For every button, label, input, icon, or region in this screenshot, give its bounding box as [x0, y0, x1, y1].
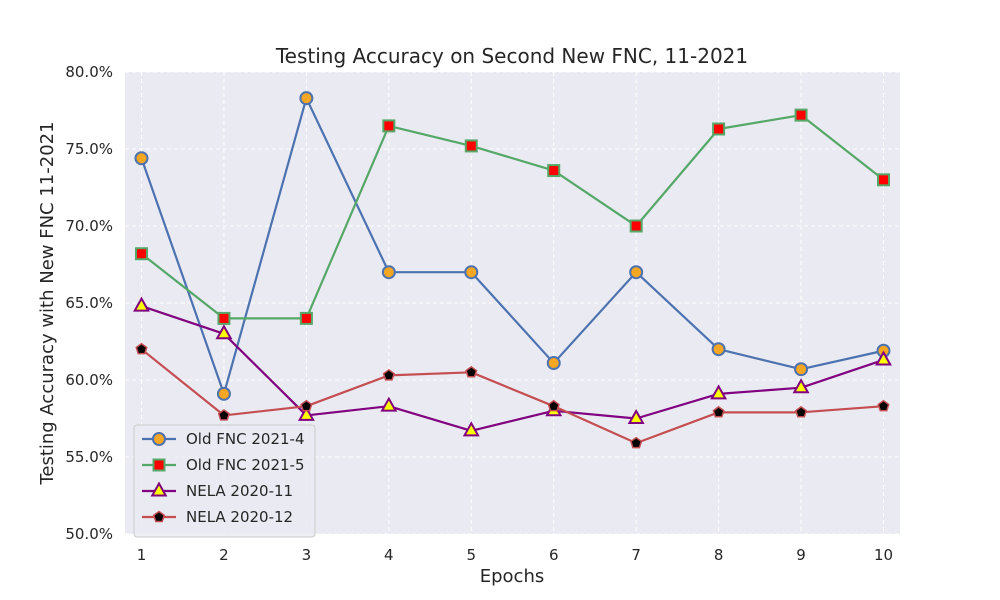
y-tick-label: 65.0%	[65, 294, 113, 312]
data-point	[877, 399, 890, 412]
x-tick-label: 9	[796, 546, 806, 564]
y-tick-label: 75.0%	[65, 140, 113, 158]
data-point	[133, 296, 150, 312]
x-tick-labels: 1 2 3 4 5 6 7 8 9 10	[137, 546, 893, 564]
legend-item: NELA 2020-12	[142, 508, 293, 526]
x-tick-label: 5	[467, 546, 477, 564]
data-point	[134, 247, 148, 261]
legend-marker	[152, 510, 166, 523]
legend-marker	[152, 432, 166, 446]
legend-label: NELA 2020-11	[186, 482, 293, 500]
data-point	[547, 399, 560, 412]
legend-marker	[152, 458, 166, 472]
y-axis-label: Testing Accuracy with New FNC 11-2021	[37, 121, 58, 485]
y-tick-label: 50.0%	[65, 525, 113, 543]
data-point	[135, 342, 148, 355]
legend-box	[133, 424, 316, 538]
data-point	[215, 324, 233, 340]
data-point	[546, 356, 561, 371]
x-tick-label: 3	[302, 546, 312, 564]
legend-item: NELA 2020-11	[142, 481, 293, 500]
series-line	[141, 305, 884, 432]
data-point	[792, 378, 810, 394]
data-point	[465, 365, 478, 378]
x-tick-label: 6	[549, 546, 559, 564]
x-tick-label: 7	[631, 546, 641, 564]
series-line	[140, 348, 884, 445]
x-axis-label: Epochs	[480, 566, 545, 587]
data-point	[794, 405, 808, 418]
data-point	[712, 122, 726, 136]
y-tick-labels: 50.0% 55.0% 60.0% 65.0% 70.0% 75.0% 80.0%	[65, 63, 113, 543]
data-point	[877, 173, 891, 187]
data-point	[710, 384, 728, 400]
data-point	[627, 408, 645, 424]
data-point	[547, 164, 561, 178]
series-line	[140, 97, 884, 395]
legend-item: Old FNC 2021-5	[142, 456, 304, 474]
data-point	[629, 219, 643, 233]
data-point	[217, 408, 231, 421]
series-3	[133, 296, 892, 437]
data-point	[381, 265, 396, 280]
data-point	[462, 421, 480, 437]
data-point	[299, 91, 314, 106]
x-tick-label: 4	[384, 546, 394, 564]
legend-item: Old FNC 2021-4	[142, 430, 304, 448]
data-point	[382, 368, 395, 381]
y-tick-label: 55.0%	[65, 448, 113, 466]
data-point	[300, 399, 313, 412]
data-point	[712, 405, 725, 418]
legend-label: Old FNC 2021-4	[186, 430, 304, 448]
x-tick-label: 1	[137, 546, 147, 564]
legend-label: Old FNC 2021-5	[186, 456, 304, 474]
data-point	[297, 405, 315, 421]
series-line	[140, 114, 885, 320]
series-layer	[133, 91, 892, 449]
series-2	[134, 108, 891, 325]
series-1	[134, 91, 891, 401]
x-tick-label: 10	[874, 546, 893, 564]
data-point	[382, 119, 396, 133]
data-point	[711, 342, 726, 357]
data-point	[217, 311, 231, 325]
data-point	[794, 362, 809, 377]
data-point	[464, 139, 478, 153]
data-point	[216, 386, 231, 401]
y-tick-label: 70.0%	[65, 217, 113, 235]
data-point	[875, 350, 892, 366]
x-tick-label: 2	[219, 546, 229, 564]
data-point	[630, 436, 643, 449]
data-point	[794, 108, 808, 122]
data-point	[134, 151, 149, 166]
legend: Old FNC 2021-4 Old FNC 2021-5 NELA 2020-11…	[133, 424, 316, 538]
chart-title: Testing Accuracy on Second New FNC, 11-2…	[275, 44, 748, 68]
data-point	[629, 265, 644, 280]
legend-marker	[150, 481, 168, 497]
series-4	[135, 342, 890, 449]
data-point	[380, 396, 398, 412]
y-tick-label: 60.0%	[65, 371, 113, 389]
data-point	[299, 311, 313, 325]
y-tick-label: 80.0%	[65, 63, 113, 81]
data-point	[464, 265, 479, 280]
x-tick-label: 8	[714, 546, 724, 564]
legend-label: NELA 2020-12	[186, 508, 293, 526]
